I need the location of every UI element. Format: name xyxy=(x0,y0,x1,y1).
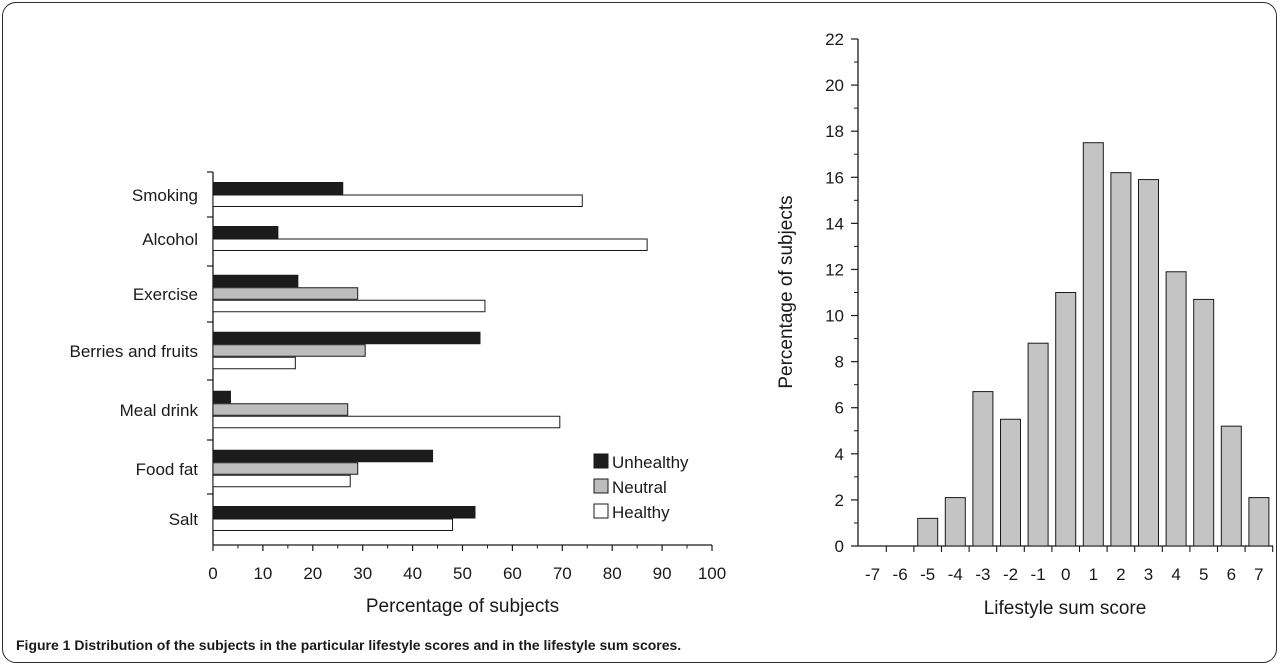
x-tick-label: -3 xyxy=(975,565,990,584)
bar-exercise-unhealthy xyxy=(212,274,299,288)
y-tick-label: 8 xyxy=(835,353,844,372)
y-tick-label: 14 xyxy=(825,214,844,233)
category-label-berries-and-fruits: Berries and fruits xyxy=(70,342,199,361)
category-label-food-fat: Food fat xyxy=(136,460,199,479)
x-tick-label: 3 xyxy=(1144,565,1153,584)
x-tick-label: 100 xyxy=(698,564,726,583)
histogram-bar-5 xyxy=(917,517,939,547)
bar-alcohol-healthy xyxy=(212,238,648,251)
x-axis-label: Lifestyle sum score xyxy=(984,598,1147,619)
y-tick-label: 0 xyxy=(835,537,844,556)
x-tick-label: -2 xyxy=(1003,565,1018,584)
x-tick-label: -1 xyxy=(1031,565,1046,584)
bar-alcohol-unhealthy xyxy=(212,226,279,239)
y-tick-label: 20 xyxy=(825,76,844,95)
histogram-bar-7 xyxy=(1248,497,1270,547)
x-tick-label: 7 xyxy=(1254,565,1263,584)
legend-label-healthy: Healthy xyxy=(612,503,670,522)
bar-berries-and-fruits-unhealthy xyxy=(212,331,481,345)
caption-prefix: Figure 1 xyxy=(16,637,71,653)
bar-meal-drink-healthy xyxy=(212,415,561,429)
x-tick-label: 0 xyxy=(1061,565,1070,584)
y-tick-label: 22 xyxy=(825,30,844,49)
legend-swatch-unhealthy xyxy=(593,453,609,469)
bar-meal-drink-unhealthy xyxy=(212,390,231,404)
bar-exercise-healthy xyxy=(212,299,486,313)
x-tick-label: 70 xyxy=(553,564,572,583)
histogram-bar-6 xyxy=(1220,425,1242,547)
y-tick-label: 12 xyxy=(825,260,844,279)
y-tick-label: 18 xyxy=(825,122,844,141)
histogram-bar-3 xyxy=(972,391,994,547)
x-tick-label: 30 xyxy=(353,564,372,583)
x-tick-label: 1 xyxy=(1089,565,1098,584)
x-tick-label: -7 xyxy=(865,565,880,584)
y-axis-label: Percentage of subjects xyxy=(776,195,797,388)
legend-label-unhealthy: Unhealthy xyxy=(612,453,689,472)
x-axis-label: Percentage of subjects xyxy=(366,596,559,617)
histogram-bar-4 xyxy=(944,497,966,547)
x-tick-label: 20 xyxy=(303,564,322,583)
x-tick-label: 4 xyxy=(1171,565,1180,584)
bar-exercise-neutral xyxy=(212,287,359,300)
bar-smoking-unhealthy xyxy=(212,182,344,195)
bar-smoking-healthy xyxy=(212,194,583,207)
histogram-bar-1 xyxy=(1082,142,1104,547)
bar-berries-and-fruits-neutral xyxy=(212,344,366,357)
category-label-meal-drink: Meal drink xyxy=(120,401,199,420)
y-tick-label: 4 xyxy=(835,445,844,464)
histogram-bar-4 xyxy=(1165,271,1187,547)
x-tick-label: 80 xyxy=(603,564,622,583)
histogram-bar-1 xyxy=(1027,342,1049,547)
x-tick-label: 60 xyxy=(503,564,522,583)
x-tick-label: 6 xyxy=(1227,565,1236,584)
x-tick-label: -6 xyxy=(893,565,908,584)
x-tick-label: 40 xyxy=(403,564,422,583)
lifestyle-scores-bar-chart: 0 10 20 30 40 50 60 70 80 90 100 Smoking Alcohol Exer… xyxy=(70,171,726,617)
y-tick-label: 10 xyxy=(825,307,844,326)
caption-text: Distribution of the subjects in the part… xyxy=(74,637,682,653)
x-tick-label: 5 xyxy=(1199,565,1208,584)
y-tick-label: 2 xyxy=(835,491,844,510)
x-tick-label: 10 xyxy=(253,564,272,583)
figure-caption: Figure 1 Distribution of the subjects in… xyxy=(16,637,681,653)
histogram-bar-0 xyxy=(1055,292,1077,547)
x-tick-label: 0 xyxy=(208,564,217,583)
legend-swatch-neutral xyxy=(593,478,609,494)
x-tick-label: -5 xyxy=(920,565,935,584)
bar-food-fat-healthy xyxy=(212,474,351,488)
category-label-smoking: Smoking xyxy=(132,186,198,205)
category-label-salt: Salt xyxy=(169,510,199,529)
bar-food-fat-unhealthy xyxy=(212,449,434,463)
category-label-alcohol: Alcohol xyxy=(142,230,198,249)
x-tick-label: 50 xyxy=(453,564,472,583)
legend-label-neutral: Neutral xyxy=(612,478,667,497)
histogram-bar-2 xyxy=(1110,172,1132,547)
y-tick-label: 16 xyxy=(825,168,844,187)
bar-meal-drink-neutral xyxy=(212,403,349,416)
bar-berries-and-fruits-healthy xyxy=(212,356,296,370)
legend-swatch-healthy xyxy=(593,503,609,519)
category-label-exercise: Exercise xyxy=(133,285,198,304)
histogram-bar-2 xyxy=(1000,418,1021,547)
x-tick-label: 90 xyxy=(653,564,672,583)
y-tick-label: 6 xyxy=(835,399,844,418)
histogram-bar-3 xyxy=(1138,179,1159,547)
x-tick-label: -4 xyxy=(948,565,963,584)
x-tick-label: 2 xyxy=(1116,565,1125,584)
bar-salt-healthy xyxy=(212,518,454,531)
bar-salt-unhealthy xyxy=(212,506,476,519)
bar-food-fat-neutral xyxy=(212,462,359,475)
histogram-bar-5 xyxy=(1193,298,1215,547)
